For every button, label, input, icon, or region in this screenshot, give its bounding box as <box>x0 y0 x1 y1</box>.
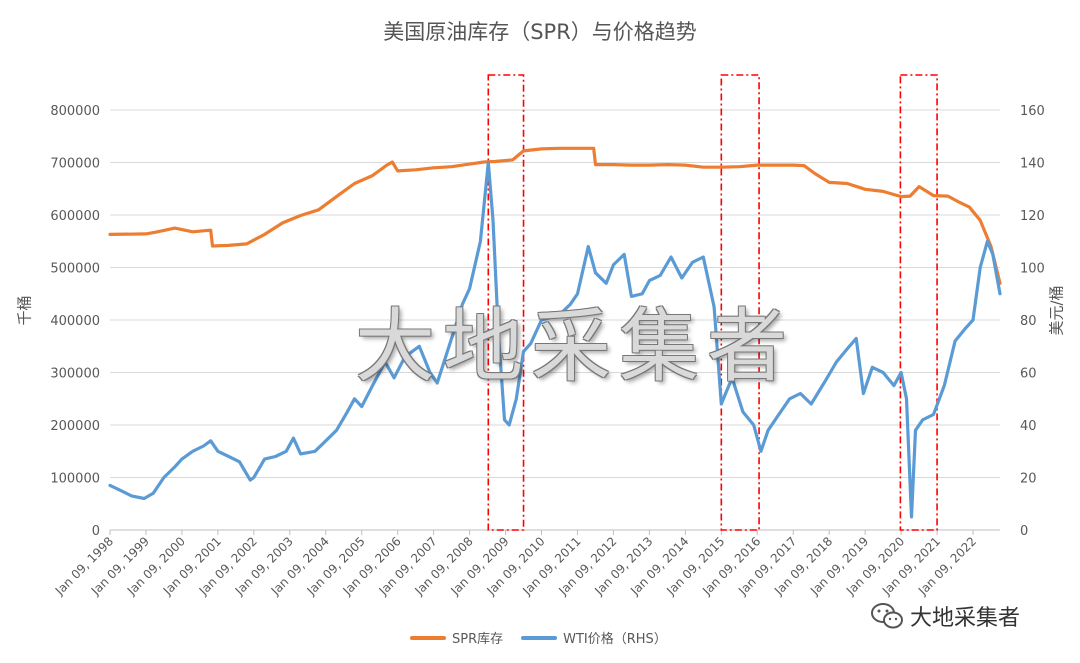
y-left-tick-400000: 400000 <box>50 314 100 329</box>
y-left-tick-600000: 600000 <box>50 209 100 224</box>
y-right-tick-160: 160 <box>1020 104 1045 119</box>
series-line-spr <box>108 146 1002 285</box>
brand-text: 大地采集者 <box>910 606 1021 631</box>
highlight-box-2 <box>899 74 938 531</box>
chart-title: 美国原油库存（SPR）与价格趋势 <box>383 20 697 44</box>
y-right-tick-0: 0 <box>1020 524 1028 539</box>
y-right-tick-40: 40 <box>1020 419 1037 434</box>
y-left-tick-200000: 200000 <box>50 419 100 434</box>
y-left-tick-700000: 700000 <box>50 157 100 172</box>
watermark-text: 大地采集者 <box>355 300 795 393</box>
y-left-tick-0: 0 <box>92 524 100 539</box>
chart-legend: SPR库存 WTI价格（RHS） <box>410 628 685 647</box>
brand-badge: 大地采集者 <box>870 600 1020 632</box>
y-left-tick-800000: 800000 <box>50 104 100 119</box>
legend-item-wti: WTI价格（RHS） <box>521 628 667 647</box>
legend-label-wti: WTI价格（RHS） <box>563 632 667 647</box>
y-right-tick-20: 20 <box>1020 472 1037 487</box>
highlight-box-1 <box>720 74 760 531</box>
y-right-tick-100: 100 <box>1020 262 1045 277</box>
y-right-tick-120: 120 <box>1020 209 1045 224</box>
legend-swatch-spr <box>410 635 446 640</box>
y-right-tick-80: 80 <box>1020 314 1037 329</box>
y-left-tick-500000: 500000 <box>50 262 100 277</box>
legend-swatch-wti <box>521 635 558 640</box>
legend-item-spr: SPR库存 <box>410 628 503 647</box>
y-right-tick-140: 140 <box>1020 157 1045 172</box>
highlight-box-0 <box>487 74 525 531</box>
wechat-icon <box>871 603 903 629</box>
legend-label-spr: SPR库存 <box>452 632 504 647</box>
series-line-wti <box>108 160 1002 519</box>
y-left-tick-300000: 300000 <box>50 367 100 382</box>
y-right-tick-60: 60 <box>1020 367 1037 382</box>
y-left-tick-100000: 100000 <box>50 472 100 487</box>
